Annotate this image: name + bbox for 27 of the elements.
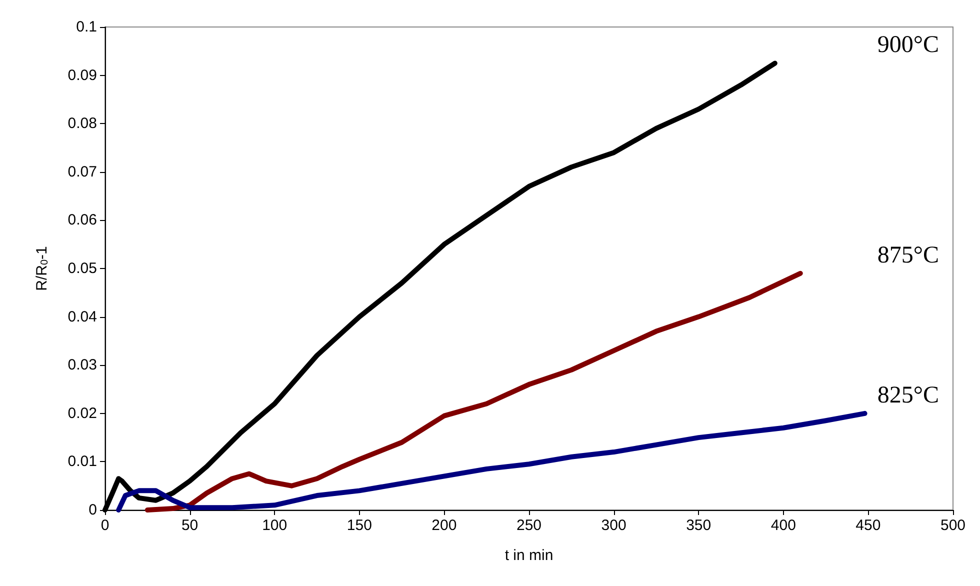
x-tick-label: 50 <box>181 517 198 534</box>
x-tick-label: 150 <box>346 517 372 534</box>
x-tick-label: 200 <box>432 517 457 534</box>
x-tick-label: 500 <box>940 517 966 534</box>
y-axis-title: R/R0-1 <box>34 246 50 291</box>
x-tick-label: 450 <box>856 517 881 534</box>
x-axis-title: t in min <box>504 547 554 564</box>
text: 875°C <box>877 242 940 268</box>
text: 900°C <box>877 32 940 58</box>
x-tick-label: 350 <box>686 517 712 534</box>
x-tick-label: 0 <box>100 517 110 534</box>
y-tick-label: 0.02 <box>68 404 97 422</box>
y-tick-label: 0.05 <box>68 260 97 277</box>
y-tick-label: 0.09 <box>68 66 97 84</box>
y-tick-label: 0.03 <box>68 356 97 374</box>
y-tick-label: 0 <box>88 502 97 518</box>
x-tick-label: 100 <box>262 517 288 534</box>
x-tick-label: 250 <box>516 517 542 534</box>
y-tick-label: 0.08 <box>68 115 97 132</box>
y-tick-label: 0.06 <box>68 212 97 229</box>
y-tick-label: 0.1 <box>76 18 97 36</box>
x-tick-label: 400 <box>770 517 796 534</box>
x-tick-label: 300 <box>601 517 626 534</box>
y-tick-label: 0.01 <box>68 453 97 470</box>
series-label: 825°C <box>877 382 940 408</box>
y-tick-label: 0.07 <box>68 163 97 180</box>
y-tick-label: 0.04 <box>68 308 97 326</box>
